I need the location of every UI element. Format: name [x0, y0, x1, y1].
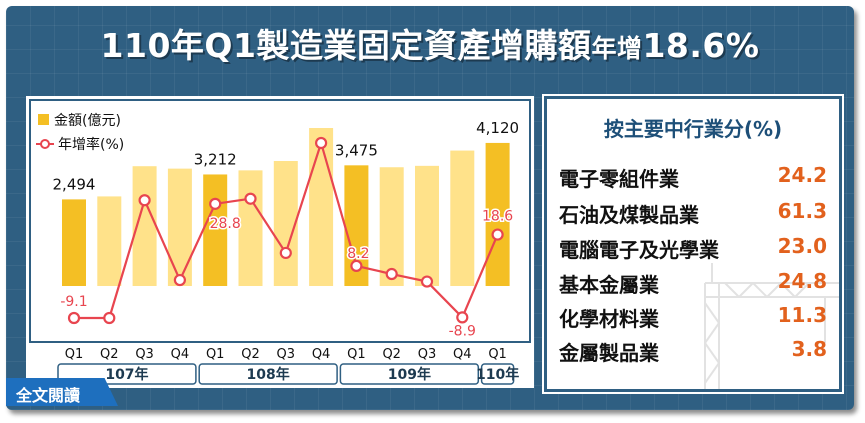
x-tick-label: Q2 — [100, 347, 119, 362]
breakdown-row: 石油及煤製品業 61.3 — [559, 199, 827, 229]
breakdown-label: 石油及煤製品業 — [559, 203, 699, 227]
bar-data-label: 3,212 — [194, 150, 237, 168]
x-tick-label: Q1 — [206, 347, 225, 362]
breakdown-value: 23.0 — [777, 234, 827, 258]
breakdown-value: 24.8 — [777, 269, 827, 293]
growth-rate-data-label: 18.6 — [482, 209, 513, 225]
breakdown-row: 金屬製品業 3.8 — [559, 337, 827, 367]
growth-rate-point — [315, 136, 328, 150]
legend-line-marker — [40, 139, 50, 149]
x-tick-label: Q3 — [418, 347, 437, 362]
legend-bar-label: 金額(億元) — [54, 113, 121, 129]
bar — [485, 142, 510, 286]
growth-rate-point — [491, 228, 504, 241]
title-growth-value: 18.6% — [642, 26, 760, 65]
growth-rate-point — [103, 311, 116, 325]
growth-rate-point — [209, 197, 222, 210]
growth-rate-point — [420, 275, 434, 288]
growth-rate-point — [244, 192, 257, 205]
bar — [62, 199, 86, 286]
growth-rate-point — [279, 246, 292, 260]
x-tick-label: Q1 — [347, 347, 366, 362]
breakdown-value: 61.3 — [777, 199, 827, 223]
year-group-label: 109年 — [388, 366, 431, 383]
year-group-box — [480, 363, 515, 385]
crane-illustration — [704, 263, 839, 389]
bar — [167, 168, 192, 286]
growth-rate-point — [138, 194, 151, 207]
year-group-label: 110年 — [476, 366, 519, 383]
growth-rate-data-label: 8.2 — [347, 246, 369, 262]
year-group-box — [339, 363, 480, 385]
x-tick-label: Q4 — [171, 347, 190, 362]
x-tick-label: Q4 — [312, 347, 331, 362]
breakdown-value: 24.2 — [777, 163, 827, 187]
bar — [309, 128, 334, 286]
read-more-button[interactable]: 全文閱讀 — [6, 378, 118, 406]
x-tick-label: Q1 — [488, 347, 507, 362]
year-group-label: 107年 — [105, 366, 148, 383]
breakdown-label: 電子零組件業 — [559, 167, 679, 191]
bar — [238, 170, 263, 286]
x-tick-label: Q4 — [453, 347, 472, 362]
bar-data-label: 2,494 — [53, 175, 96, 193]
growth-rate-data-label: 28.8 — [210, 216, 241, 232]
breakdown-value: 3.8 — [791, 337, 827, 361]
bar — [97, 196, 122, 286]
breakdown-value: 11.3 — [777, 303, 827, 327]
bar — [415, 165, 439, 286]
breakdown-row: 化學材料業 11.3 — [559, 303, 827, 333]
read-more-label: 全文閱讀 — [16, 386, 81, 405]
growth-rate-point — [350, 259, 363, 272]
legend-bar-swatch — [38, 114, 49, 125]
breakdown-label: 基本金屬業 — [559, 273, 659, 297]
breakdown-label: 電腦電子及光學業 — [559, 238, 719, 262]
x-tick-label: Q2 — [241, 347, 260, 362]
x-tick-label: Q3 — [135, 347, 154, 362]
industry-breakdown-panel: 按主要中行業分(%) 電子零組件業 24.2 石油及煤製品業 61.3 電腦電子… — [542, 94, 844, 394]
growth-rate-point — [385, 267, 398, 281]
title-main: 110年Q1製造業固定資產增購額 — [100, 26, 592, 65]
breakdown-row: 電子零組件業 24.2 — [559, 163, 827, 193]
bar — [203, 174, 228, 286]
growth-rate-data-label: -8.9 — [449, 323, 476, 339]
year-group-label: 108年 — [247, 366, 290, 383]
bar — [379, 167, 404, 286]
x-tick-label: Q2 — [382, 347, 401, 362]
growth-rate-point — [456, 311, 469, 324]
title-suffix: 年增 — [591, 34, 643, 63]
breakdown-title: 按主要中行業分(%) — [603, 117, 783, 141]
x-tick-label: Q1 — [65, 347, 84, 362]
bar-data-label: 3,475 — [335, 141, 378, 159]
page-title: 110年Q1製造業固定資產增購額年增18.6% — [6, 19, 854, 67]
growth-rate-point — [67, 311, 81, 325]
bar — [450, 150, 475, 286]
year-group-box — [198, 363, 338, 385]
chart-panel: 金額(億元) 年增率(%) 2,494 3,212 3,475 4,120 -9.1 28.8… — [25, 95, 535, 389]
combo-chart: 金額(億元) 年增率(%) 2,494 3,212 3,475 4,120 -9.1 28.8… — [25, 95, 535, 389]
x-tick-label: Q3 — [277, 347, 296, 362]
breakdown-label: 金屬製品業 — [559, 341, 659, 365]
growth-rate-point — [173, 273, 186, 287]
bar-data-label: 4,120 — [476, 119, 519, 137]
breakdown-label: 化學材料業 — [559, 307, 659, 331]
bar — [273, 160, 298, 286]
growth-rate-data-label: -9.1 — [60, 294, 87, 310]
infographic-frame: 110年Q1製造業固定資產增購額年增18.6% 金額(億元) 年增率(%) 2,49… — [6, 6, 854, 410]
breakdown-row: 基本金屬業 24.8 — [559, 269, 827, 299]
breakdown-row: 電腦電子及光學業 23.0 — [559, 234, 827, 264]
legend-line-label: 年增率(%) — [58, 136, 124, 153]
